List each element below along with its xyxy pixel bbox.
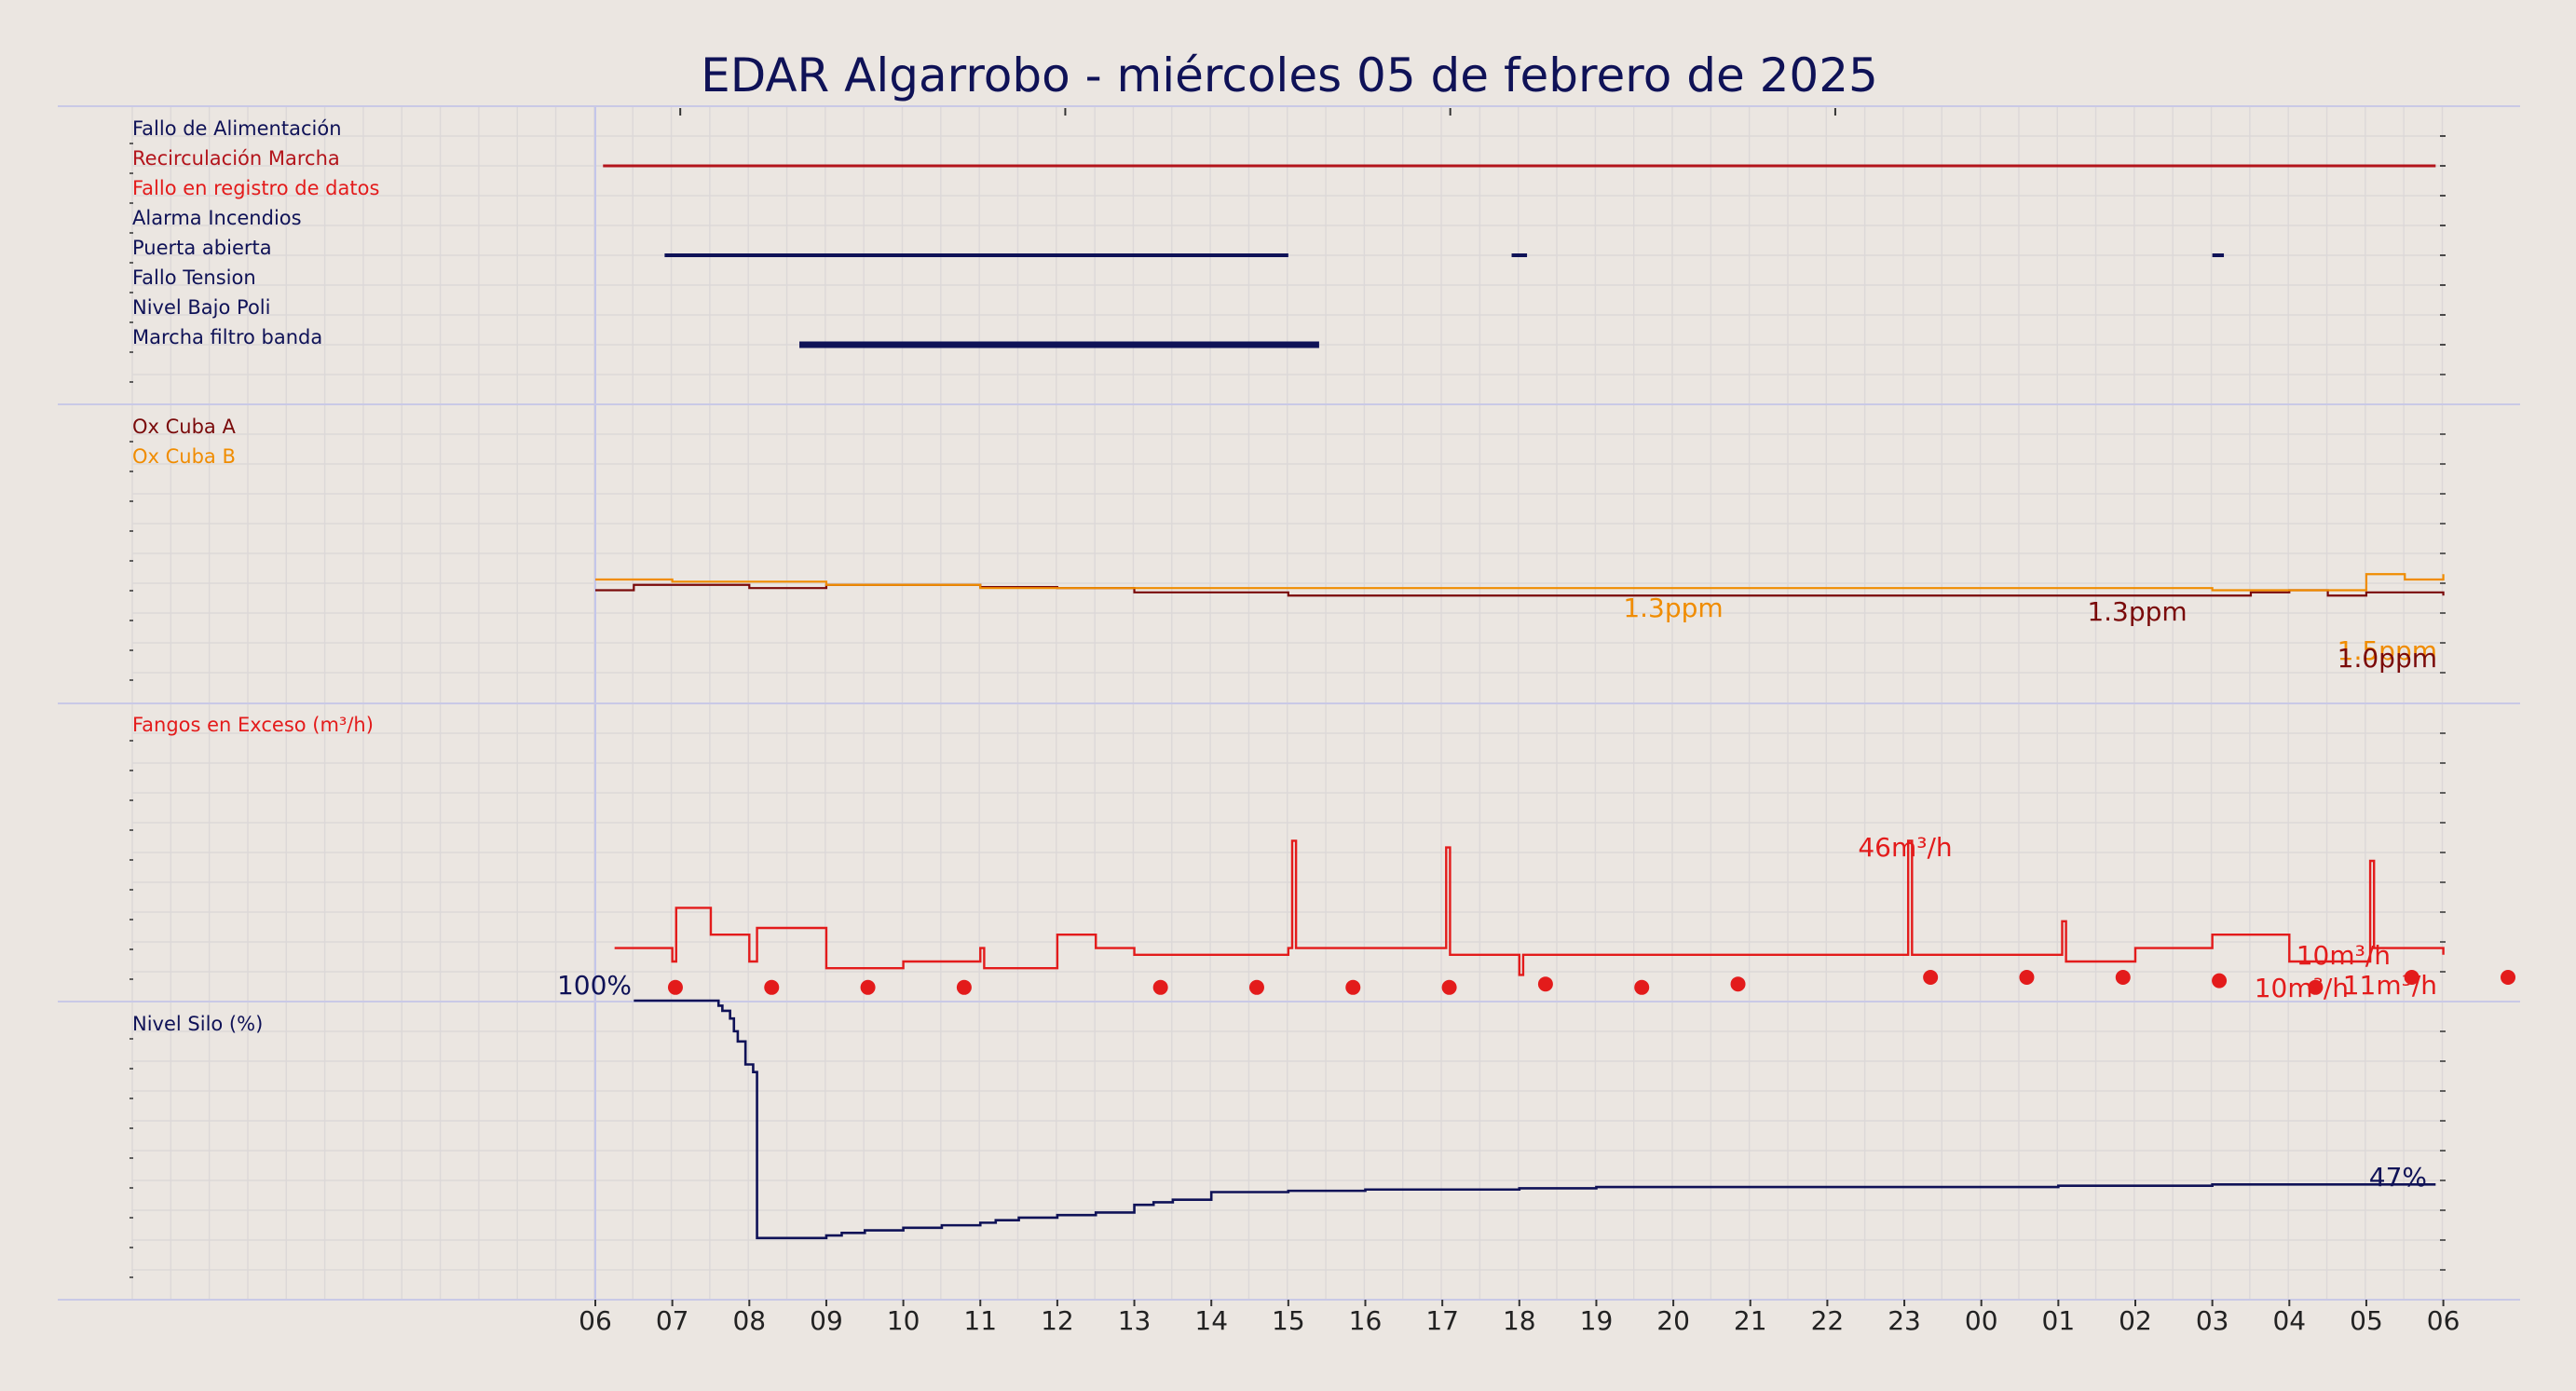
- x-tick-label: 04: [2272, 1305, 2306, 1336]
- x-tick-label: 12: [1041, 1305, 1074, 1336]
- x-tick-label: 13: [1118, 1305, 1152, 1336]
- x-tick-label: 06: [2427, 1305, 2460, 1336]
- sludge-dot: [667, 979, 683, 995]
- x-tick-label: 15: [1272, 1305, 1305, 1336]
- ox-b-max-label: 1.3ppm: [1623, 593, 1723, 623]
- x-tick-label: 19: [1580, 1305, 1614, 1336]
- sludge-dot: [1248, 979, 1264, 995]
- silo-series-line: [634, 999, 2436, 1240]
- sludge-series-line: [614, 839, 2445, 976]
- x-tick-label: 09: [810, 1305, 843, 1336]
- x-tick-label: 02: [2119, 1305, 2152, 1336]
- label-marcha-filtro-banda: Marcha filtro banda: [132, 326, 322, 348]
- x-tick-label: 20: [1656, 1305, 1690, 1336]
- sludge-dot: [2308, 979, 2324, 995]
- silo-line: [634, 999, 2436, 1240]
- x-tick-label: 01: [2042, 1305, 2076, 1336]
- x-tick-label: 18: [1503, 1305, 1536, 1336]
- label-ox-cuba-b: Ox Cuba B: [132, 445, 236, 468]
- x-axis-ticks: 06 07 08 09 10 11 12 13 14 15 16 17 18 19 20 21 22 23 00 01…: [579, 1300, 2460, 1336]
- label-nivel-silo: Nivel Silo (%): [132, 1013, 263, 1035]
- sludge-last-label-c: 11m³/h: [2343, 970, 2437, 1001]
- sludge-dot: [1730, 976, 1746, 992]
- alarm-labels: Fallo de Alimentación Recirculación Marc…: [132, 117, 379, 348]
- x-tick-label: 14: [1194, 1305, 1228, 1336]
- sludge-dot: [1537, 976, 1553, 992]
- label-alarma-incendios: Alarma Incendios: [132, 207, 302, 229]
- sludge-dot: [1634, 979, 1650, 995]
- label-fangos-exceso: Fangos en Exceso (m³/h): [132, 714, 374, 736]
- sludge-dot: [1923, 970, 1939, 985]
- label-fallo-registro: Fallo en registro de datos: [132, 177, 379, 199]
- sludge-dot: [1345, 979, 1361, 995]
- ox-b-last-label: 1.5ppm: [2337, 635, 2437, 666]
- silo-start-label: 100%: [557, 970, 632, 1001]
- x-tick-label: 16: [1349, 1305, 1383, 1336]
- x-tick-label: 23: [1888, 1305, 1921, 1336]
- ox-a-max-label: 1.3ppm: [2087, 596, 2187, 627]
- sludge-dot: [764, 979, 780, 995]
- sludge-dot: [956, 979, 972, 995]
- label-puerta-abierta: Puerta abierta: [132, 237, 272, 259]
- label-nivel-bajo-poli: Nivel Bajo Poli: [132, 296, 270, 319]
- label-fallo-tension: Fallo Tension: [132, 266, 256, 289]
- label-ox-cuba-a: Ox Cuba A: [132, 416, 236, 438]
- ox-a-last-label: 1.0ppm: [2337, 643, 2437, 674]
- label-recirculacion-marcha: Recirculación Marcha: [132, 147, 340, 170]
- x-tick-label: 08: [732, 1305, 766, 1336]
- sludge-dot: [2019, 970, 2035, 985]
- sludge-max-label: 46m³/h: [1858, 832, 1952, 863]
- x-tick-label: 05: [2350, 1305, 2383, 1336]
- x-tick-label: 10: [887, 1305, 920, 1336]
- sludge-line: [614, 839, 2445, 976]
- sludge-last-label-a: 10m³/h: [2297, 940, 2391, 971]
- x-tick-label: 03: [2196, 1305, 2229, 1336]
- silo-last-label: 47%: [2369, 1162, 2427, 1193]
- x-tick-label: 11: [963, 1305, 997, 1336]
- x-tick-label: 07: [656, 1305, 689, 1336]
- panel-separators: [58, 105, 2520, 1301]
- sludge-last-label-b: 10m³/h: [2255, 973, 2349, 1003]
- sludge-dot: [860, 979, 876, 995]
- oxygen-series-line: [595, 573, 2445, 592]
- sludge-dot: [1152, 979, 1168, 995]
- x-tick-label: 22: [1811, 1305, 1845, 1336]
- x-tick-label: 06: [579, 1305, 612, 1336]
- sludge-dot: [1441, 979, 1457, 995]
- sludge-dot: [2501, 970, 2516, 985]
- chart-title: EDAR Algarrobo - miércoles 05 de febrero…: [701, 48, 1878, 102]
- label-fallo-alimentacion: Fallo de Alimentación: [132, 117, 342, 140]
- sludge-dot: [2404, 970, 2419, 985]
- x-tick-label: 00: [1965, 1305, 1998, 1336]
- x-tick-label: 17: [1425, 1305, 1459, 1336]
- oxygen-lines: [595, 573, 2445, 597]
- sludge-dot: [2115, 970, 2131, 985]
- oxygen-series-line: [595, 583, 2445, 597]
- sludge-dots: [667, 970, 2516, 995]
- sludge-dot: [2212, 973, 2228, 989]
- alarm-bars: [603, 135, 2446, 348]
- x-tick-label: 21: [1734, 1305, 1767, 1336]
